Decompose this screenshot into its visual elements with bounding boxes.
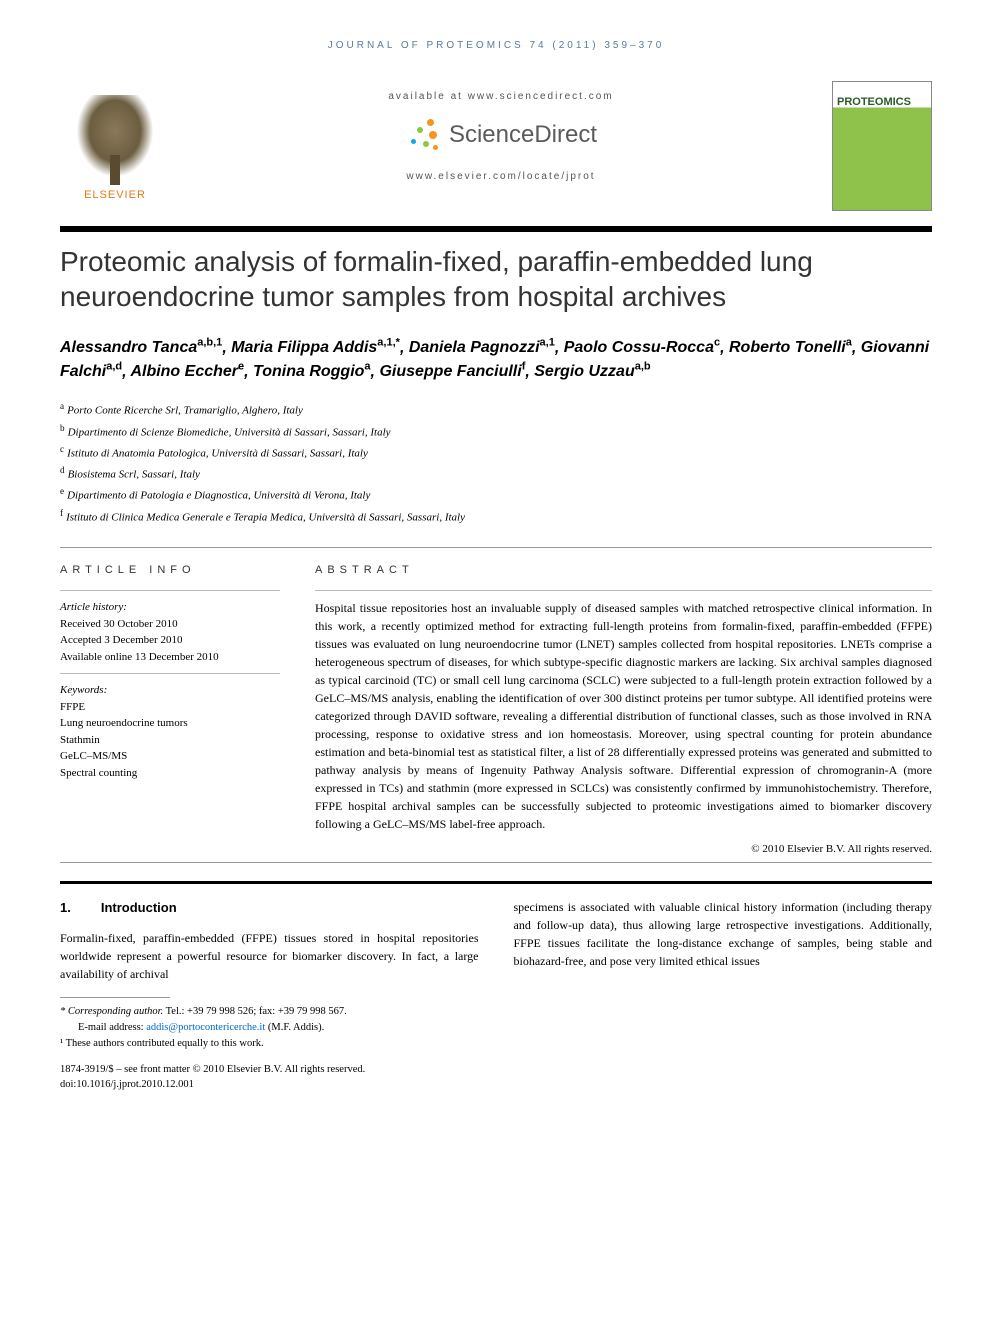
keyword: FFPE [60, 699, 280, 716]
author: Paolo Cossu-Roccac [564, 339, 720, 356]
footnotes: * Corresponding author. Tel.: +39 79 998… [60, 997, 932, 1051]
affiliation: bDipartimento di Scienze Biomediche, Uni… [60, 421, 932, 442]
abstract-copyright: © 2010 Elsevier B.V. All rights reserved… [315, 841, 932, 858]
affiliation: fIstituto di Clinica Medica Generale e T… [60, 506, 932, 527]
divider [60, 862, 932, 863]
keyword: Spectral counting [60, 765, 280, 782]
section-rule [60, 881, 932, 884]
intro-text-col2: specimens is associated with valuable cl… [514, 898, 933, 970]
journal-cover-title: PROTEOMICS [837, 96, 911, 108]
affiliation: cIstituto di Anatomia Patologica, Univer… [60, 442, 932, 463]
affiliation: eDipartimento di Patologia e Diagnostica… [60, 484, 932, 505]
journal-locate-url[interactable]: www.elsevier.com/locate/jprot [190, 171, 812, 182]
article-history-label: Article history: [60, 599, 280, 616]
email-label: E-mail address: [78, 1022, 146, 1033]
online-date: Available online 13 December 2010 [60, 649, 280, 666]
affiliation: aPorto Conte Ricerche Srl, Tramariglio, … [60, 399, 932, 420]
intro-title: Introduction [101, 900, 177, 915]
equal-contribution-note: ¹ These authors contributed equally to t… [60, 1036, 932, 1052]
author: Daniela Pagnozzia,1 [409, 339, 555, 356]
sciencedirect-logo[interactable]: ScienceDirect [405, 117, 597, 153]
author: Giuseppe Fanciullif [379, 363, 525, 380]
author: Maria Filippa Addisa,1,* [231, 339, 400, 356]
author: Sergio Uzzaua,b [534, 363, 650, 380]
email-attribution: (M.F. Addis). [265, 1022, 324, 1033]
keywords-label: Keywords: [60, 682, 280, 699]
issn-copyright: 1874-3919/$ – see front matter © 2010 El… [60, 1062, 932, 1078]
keyword: Stathmin [60, 732, 280, 749]
keyword: GeLC–MS/MS [60, 748, 280, 765]
author: Albino Ecchere [130, 363, 244, 380]
doi: doi:10.1016/j.jprot.2010.12.001 [60, 1077, 932, 1093]
abstract-label: ABSTRACT [315, 562, 932, 579]
affiliation: dBiosistema Scrl, Sassari, Italy [60, 463, 932, 484]
email-link[interactable]: addis@portocontericerche.it [146, 1022, 265, 1033]
elsevier-tree-icon [70, 95, 160, 185]
journal-cover-thumbnail: PROTEOMICS [832, 81, 932, 211]
title-top-rule [60, 226, 932, 232]
elsevier-label: ELSEVIER [84, 189, 146, 201]
intro-heading: 1. Introduction [60, 898, 479, 918]
article-bottom-meta: 1874-3919/$ – see front matter © 2010 El… [60, 1062, 932, 1094]
article-title: Proteomic analysis of formalin-fixed, pa… [60, 244, 932, 314]
intro-number: 1. [60, 900, 71, 915]
accepted-date: Accepted 3 December 2010 [60, 632, 280, 649]
article-info-column: ARTICLE INFO Article history: Received 3… [60, 562, 280, 858]
article-info-label: ARTICLE INFO [60, 562, 280, 579]
author: Roberto Tonellia [729, 339, 852, 356]
sciencedirect-icon [405, 117, 441, 153]
author: Tonina Roggioa [253, 363, 371, 380]
divider [60, 547, 932, 548]
corresponding-author-contact: Tel.: +39 79 998 526; fax: +39 79 998 56… [163, 1006, 347, 1017]
keyword: Lung neuroendocrine tumors [60, 715, 280, 732]
introduction-section: 1. Introduction Formalin-fixed, paraffin-… [60, 898, 932, 984]
publisher-header: ELSEVIER available at www.sciencedirect.… [60, 81, 932, 211]
received-date: Received 30 October 2010 [60, 616, 280, 633]
corresponding-author-label: * Corresponding author. [60, 1006, 163, 1017]
sciencedirect-text: ScienceDirect [449, 121, 597, 149]
affiliation-list: aPorto Conte Ricerche Srl, Tramariglio, … [60, 399, 932, 527]
intro-text-col1: Formalin-fixed, paraffin-embedded (FFPE)… [60, 929, 479, 983]
elsevier-logo: ELSEVIER [60, 81, 170, 201]
available-at: available at www.sciencedirect.com [190, 91, 812, 102]
author: Alessandro Tancaa,b,1 [60, 339, 222, 356]
running-header: JOURNAL OF PROTEOMICS 74 (2011) 359–370 [60, 40, 932, 51]
abstract-column: ABSTRACT Hospital tissue repositories ho… [315, 562, 932, 858]
author-list: Alessandro Tancaa,b,1, Maria Filippa Add… [60, 336, 932, 383]
abstract-text: Hospital tissue repositories host an inv… [315, 599, 932, 833]
